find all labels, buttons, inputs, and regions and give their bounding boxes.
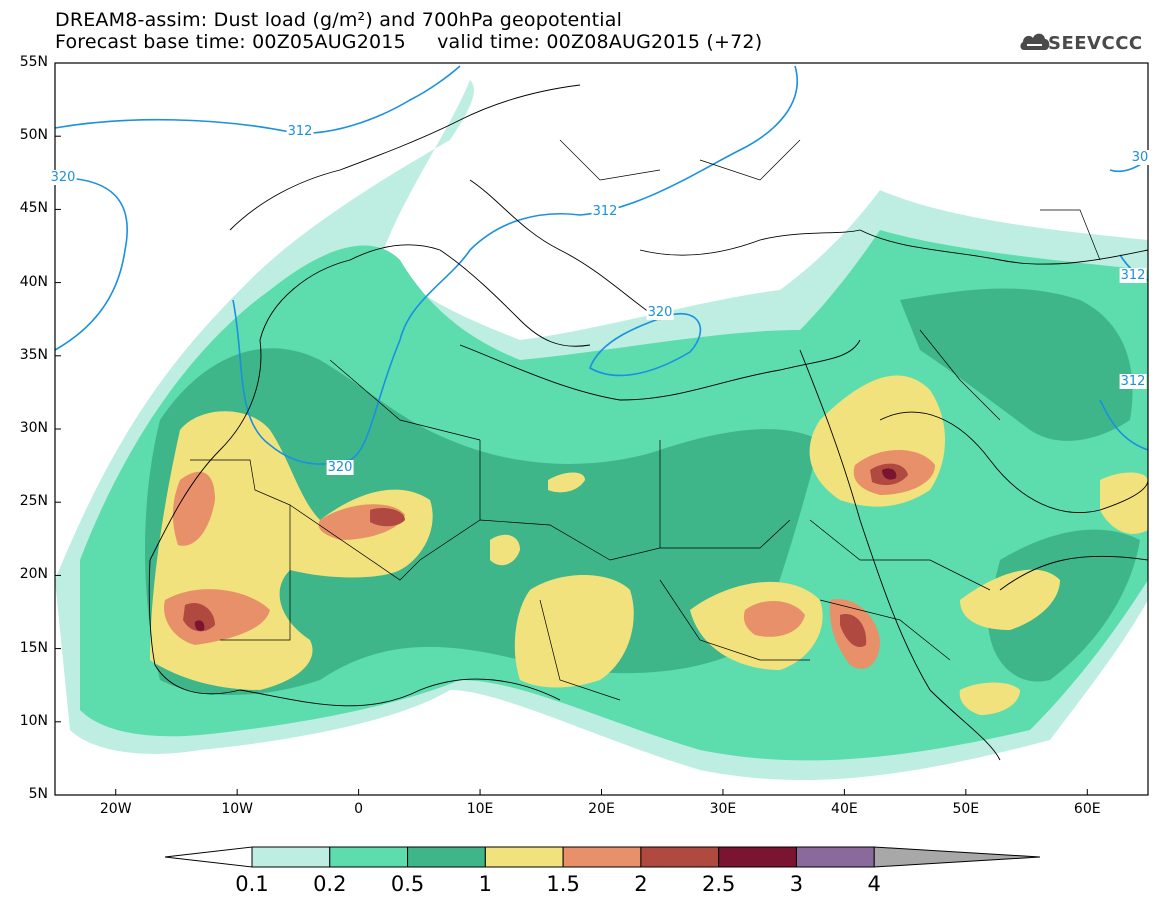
lon-label: 0: [354, 801, 364, 817]
colorbar-label: 2.5: [701, 872, 736, 896]
colorbar-label: 0.5: [390, 872, 425, 896]
lat-label: 45N: [19, 200, 48, 217]
lon-label: 20W: [99, 801, 132, 817]
contour-label: 312: [1119, 374, 1147, 389]
colorbar-segment: [329, 846, 409, 868]
lon-label: 60E: [1073, 801, 1101, 817]
lat-label: 30N: [19, 420, 48, 436]
colorbar-label: 0.2: [313, 872, 347, 896]
contour-label: 312: [591, 204, 619, 219]
colorbar-segment: [640, 846, 720, 868]
axis-ticks: [55, 62, 1088, 796]
contour-label: 320: [49, 170, 77, 185]
colorbar-label: 1: [478, 872, 493, 896]
contour-label: 30: [1130, 150, 1150, 165]
lat-label: 35N: [19, 346, 48, 363]
colorbar-segment: [795, 846, 875, 868]
colorbar-segment: [718, 846, 797, 868]
colorbar-label: 0.1: [235, 872, 269, 896]
dust-field: [55, 80, 1148, 780]
lon-label: 10E: [466, 801, 494, 817]
logo-text: SEEVCCC: [1048, 33, 1143, 54]
colorbar-label: 3: [789, 872, 804, 896]
coastlines: [148, 84, 1149, 761]
lon-label: 10W: [221, 801, 253, 817]
map-subtitle: Forecast base time: 00Z05AUG2015 valid t…: [55, 31, 763, 53]
lat-label: 15N: [19, 639, 48, 656]
map-title: DREAM8-assim: Dust load (g/m²) and 700hP…: [55, 9, 623, 31]
lat-label: 40N: [19, 273, 48, 290]
lat-label: 20N: [19, 566, 48, 583]
colorbar-label: 2: [634, 872, 648, 896]
contour-label: 312: [286, 124, 314, 139]
lon-label: 40E: [831, 801, 858, 817]
colorbar-segment: [484, 846, 564, 868]
colorbar-label: 1.5: [546, 872, 580, 896]
colorbar-segment: [251, 846, 331, 868]
lat-label: 50N: [19, 127, 48, 144]
colorbar: [164, 846, 1041, 868]
colorbar-segment: [407, 846, 486, 868]
colorbar-left-arrow: [164, 846, 253, 868]
colorbar-right-arrow: [873, 846, 1041, 868]
contour-label: 320: [646, 305, 674, 320]
lat-label: 25N: [19, 493, 48, 510]
colorbar-label: 4: [867, 872, 881, 896]
lat-label: 55N: [19, 54, 48, 70]
lon-label: 20E: [588, 801, 615, 817]
colorbar-segment: [562, 846, 642, 868]
lat-label: 10N: [19, 712, 48, 729]
lat-label: 5N: [28, 786, 48, 802]
country-borders: [190, 139, 1101, 701]
lon-label: 30E: [709, 801, 737, 817]
cloud-logo-icon: [1020, 33, 1050, 50]
contour-label: 320: [326, 460, 354, 475]
contour-label: 312: [1119, 268, 1147, 283]
lon-label: 50E: [952, 801, 980, 817]
